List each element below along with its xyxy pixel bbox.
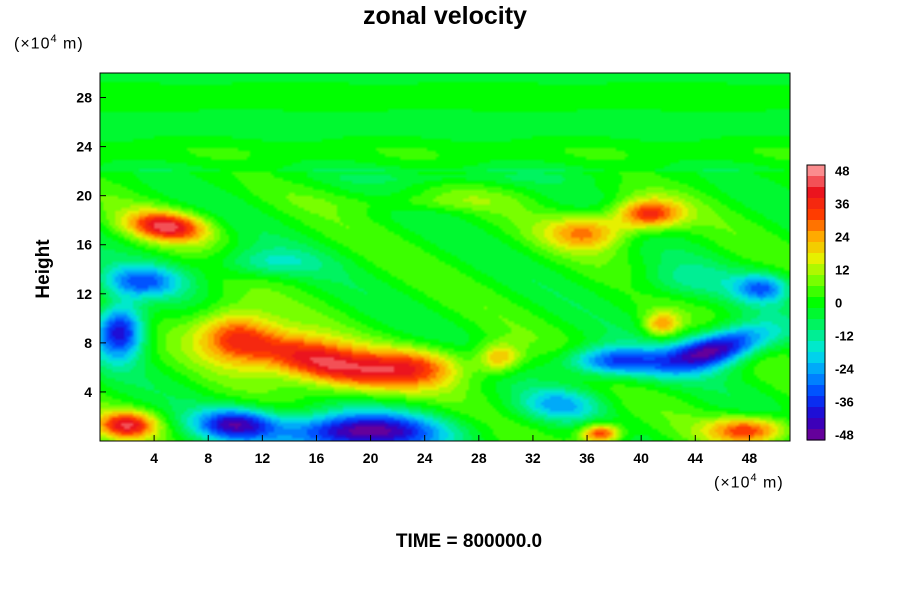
colorbar-band	[807, 352, 825, 364]
colorbar: 48 36 24 12 0 -12 -24 -36 -48	[806, 164, 855, 443]
colorbar-band	[807, 374, 825, 386]
colorbar-tick-label: -24	[835, 362, 855, 377]
colorbar-band	[807, 319, 825, 331]
x-tick-label: 20	[363, 450, 379, 466]
colorbar-band	[807, 165, 825, 177]
x-tick-label: 24	[417, 450, 433, 466]
colorbar-frame	[806, 164, 826, 441]
colorbar-band	[807, 209, 825, 221]
heatmap-field	[100, 73, 790, 441]
x-tick-label: 32	[525, 450, 541, 466]
x-tick-label: 8	[204, 450, 212, 466]
y-unit-prefix: (×10	[14, 35, 51, 53]
x-unit-exponent: 4	[750, 472, 758, 484]
colorbar-band	[807, 231, 825, 243]
x-tick-label: 28	[471, 450, 487, 466]
x-tick-label: 16	[309, 450, 325, 466]
x-tick-label: 44	[688, 450, 704, 466]
colorbar-tick-label: 36	[835, 197, 849, 212]
colorbar-band	[807, 253, 825, 265]
colorbar-band	[807, 198, 825, 210]
x-unit-suffix: m)	[757, 474, 784, 492]
colorbar-tick-label: 48	[835, 164, 849, 179]
time-label: TIME = 800000.0	[395, 531, 543, 552]
x-unit-label: (×104 m)	[714, 472, 784, 492]
y-unit-label: (×104 m)	[14, 33, 84, 53]
colorbar-band	[807, 264, 825, 276]
colorbar-band	[807, 330, 825, 342]
colorbar-band	[807, 407, 825, 419]
plot-frame	[99, 72, 791, 442]
y-tick-label: 24	[76, 139, 92, 155]
x-unit-prefix: (×10	[714, 474, 751, 492]
colorbar-tick-label: -12	[835, 329, 854, 344]
heatmap-image	[100, 73, 790, 441]
chart-title: zonal velocity	[363, 2, 527, 30]
colorbar-band	[807, 308, 825, 320]
x-tick-label: 40	[633, 450, 649, 466]
colorbar-band	[807, 286, 825, 298]
colorbar-band	[807, 187, 825, 199]
y-tick-label: 16	[76, 237, 92, 253]
colorbar-band	[807, 242, 825, 254]
y-tick-label: 20	[76, 188, 92, 204]
x-axis: 4 8 12 16 20 24 28 32 36 40 44 48	[150, 435, 757, 466]
colorbar-band	[807, 220, 825, 232]
y-tick-label: 12	[76, 286, 92, 302]
colorbar-band	[807, 176, 825, 188]
colorbar-band	[807, 275, 825, 287]
colorbar-band	[807, 297, 825, 309]
colorbar-tick-label: -36	[835, 395, 854, 410]
colorbar-tick-label: 24	[835, 230, 850, 245]
y-tick-label: 28	[76, 90, 92, 106]
y-tick-label: 8	[84, 335, 92, 351]
y-axis: 4 8 12 16 20 24 28	[76, 90, 106, 400]
x-tick-label: 48	[742, 450, 758, 466]
x-tick-label: 12	[255, 450, 271, 466]
colorbar-band	[807, 341, 825, 353]
colorbar-band	[807, 385, 825, 397]
colorbar-tick-label: 0	[835, 296, 842, 311]
colorbar-tick-label: -48	[835, 428, 854, 443]
colorbar-band	[807, 429, 825, 441]
colorbar-band	[807, 363, 825, 375]
y-tick-label: 4	[84, 384, 92, 400]
colorbar-tick-label: 12	[835, 263, 849, 278]
y-unit-suffix: m)	[57, 35, 84, 53]
y-unit-exponent: 4	[50, 33, 58, 45]
x-tick-label: 36	[579, 450, 595, 466]
colorbar-band	[807, 418, 825, 430]
colorbar-band	[807, 396, 825, 408]
x-tick-label: 4	[150, 450, 158, 466]
